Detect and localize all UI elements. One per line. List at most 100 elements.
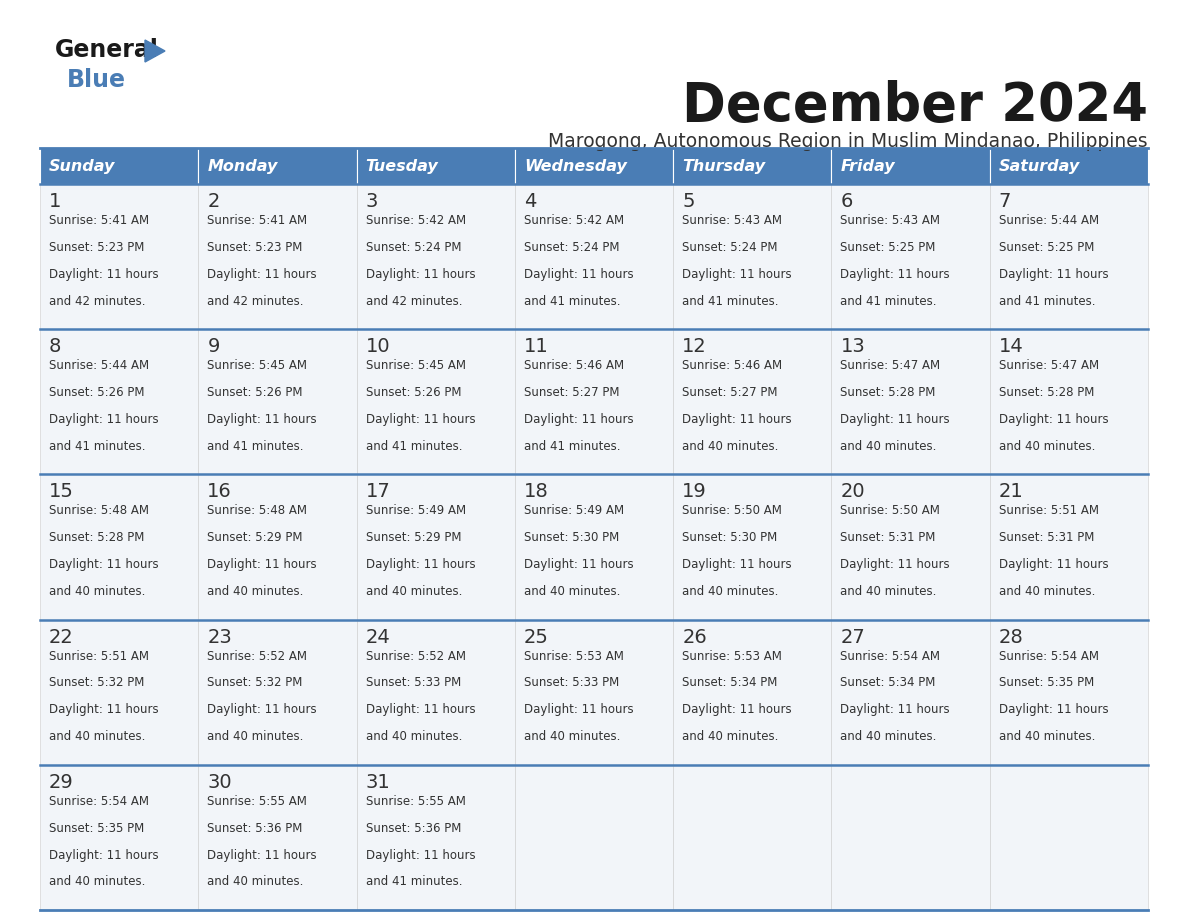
Text: and 40 minutes.: and 40 minutes. bbox=[840, 585, 937, 598]
Text: Sunrise: 5:49 AM: Sunrise: 5:49 AM bbox=[524, 504, 624, 518]
Text: Sunset: 5:25 PM: Sunset: 5:25 PM bbox=[999, 241, 1094, 254]
Text: 23: 23 bbox=[207, 628, 232, 646]
Text: Sunrise: 5:47 AM: Sunrise: 5:47 AM bbox=[999, 359, 1099, 372]
Bar bbox=[514, 765, 674, 910]
Text: Sunrise: 5:46 AM: Sunrise: 5:46 AM bbox=[682, 359, 782, 372]
Text: Sunset: 5:27 PM: Sunset: 5:27 PM bbox=[682, 386, 778, 399]
Text: and 41 minutes.: and 41 minutes. bbox=[366, 440, 462, 453]
Text: 18: 18 bbox=[524, 482, 549, 501]
Text: 4: 4 bbox=[524, 192, 536, 211]
Text: Sunset: 5:30 PM: Sunset: 5:30 PM bbox=[682, 532, 777, 544]
Text: Sunset: 5:30 PM: Sunset: 5:30 PM bbox=[524, 532, 619, 544]
Bar bbox=[40, 330, 198, 475]
Text: Daylight: 11 hours: Daylight: 11 hours bbox=[524, 413, 633, 426]
Text: and 41 minutes.: and 41 minutes. bbox=[49, 440, 145, 453]
Text: December 2024: December 2024 bbox=[682, 80, 1148, 132]
Text: Sunset: 5:24 PM: Sunset: 5:24 PM bbox=[366, 241, 461, 254]
Text: Sunset: 5:31 PM: Sunset: 5:31 PM bbox=[999, 532, 1094, 544]
Text: Daylight: 11 hours: Daylight: 11 hours bbox=[840, 558, 950, 571]
Text: Daylight: 11 hours: Daylight: 11 hours bbox=[840, 703, 950, 716]
Text: Sunset: 5:36 PM: Sunset: 5:36 PM bbox=[207, 822, 303, 834]
Text: and 40 minutes.: and 40 minutes. bbox=[524, 730, 620, 744]
Text: Sunset: 5:27 PM: Sunset: 5:27 PM bbox=[524, 386, 619, 399]
Text: 29: 29 bbox=[49, 773, 74, 792]
Text: and 40 minutes.: and 40 minutes. bbox=[840, 730, 937, 744]
Bar bbox=[356, 184, 514, 330]
Text: Wednesday: Wednesday bbox=[524, 160, 627, 174]
Text: Sunrise: 5:50 AM: Sunrise: 5:50 AM bbox=[682, 504, 782, 518]
Text: Sunrise: 5:52 AM: Sunrise: 5:52 AM bbox=[207, 650, 308, 663]
Text: Sunset: 5:33 PM: Sunset: 5:33 PM bbox=[366, 677, 461, 689]
Text: Monday: Monday bbox=[207, 160, 278, 174]
Bar bbox=[990, 765, 1148, 910]
Text: Daylight: 11 hours: Daylight: 11 hours bbox=[366, 558, 475, 571]
Text: Sunset: 5:23 PM: Sunset: 5:23 PM bbox=[207, 241, 303, 254]
Text: Sunset: 5:26 PM: Sunset: 5:26 PM bbox=[49, 386, 145, 399]
Text: 9: 9 bbox=[207, 337, 220, 356]
Bar bbox=[40, 765, 198, 910]
Text: Sunrise: 5:51 AM: Sunrise: 5:51 AM bbox=[49, 650, 148, 663]
Text: Daylight: 11 hours: Daylight: 11 hours bbox=[207, 413, 317, 426]
Text: Sunrise: 5:54 AM: Sunrise: 5:54 AM bbox=[49, 795, 148, 808]
Text: 8: 8 bbox=[49, 337, 62, 356]
Text: Sunrise: 5:55 AM: Sunrise: 5:55 AM bbox=[207, 795, 308, 808]
Text: Sunrise: 5:43 AM: Sunrise: 5:43 AM bbox=[840, 214, 941, 227]
Text: and 40 minutes.: and 40 minutes. bbox=[682, 440, 778, 453]
Text: and 41 minutes.: and 41 minutes. bbox=[524, 295, 620, 308]
Text: and 41 minutes.: and 41 minutes. bbox=[366, 876, 462, 889]
Text: Sunrise: 5:43 AM: Sunrise: 5:43 AM bbox=[682, 214, 782, 227]
Text: 22: 22 bbox=[49, 628, 74, 646]
Bar bbox=[356, 620, 514, 765]
Text: 25: 25 bbox=[524, 628, 549, 646]
Text: Daylight: 11 hours: Daylight: 11 hours bbox=[682, 558, 791, 571]
Text: 11: 11 bbox=[524, 337, 549, 356]
Text: Sunset: 5:29 PM: Sunset: 5:29 PM bbox=[207, 532, 303, 544]
Bar bbox=[990, 330, 1148, 475]
Text: Sunrise: 5:44 AM: Sunrise: 5:44 AM bbox=[999, 214, 1099, 227]
Bar bbox=[40, 475, 198, 620]
Text: Sunrise: 5:52 AM: Sunrise: 5:52 AM bbox=[366, 650, 466, 663]
Text: Sunrise: 5:47 AM: Sunrise: 5:47 AM bbox=[840, 359, 941, 372]
Text: Sunset: 5:23 PM: Sunset: 5:23 PM bbox=[49, 241, 145, 254]
Text: 21: 21 bbox=[999, 482, 1024, 501]
Text: Daylight: 11 hours: Daylight: 11 hours bbox=[366, 268, 475, 281]
Text: 30: 30 bbox=[207, 773, 232, 792]
Text: Sunrise: 5:48 AM: Sunrise: 5:48 AM bbox=[49, 504, 148, 518]
Text: and 41 minutes.: and 41 minutes. bbox=[524, 440, 620, 453]
Bar bbox=[832, 148, 990, 184]
Text: Sunrise: 5:53 AM: Sunrise: 5:53 AM bbox=[682, 650, 782, 663]
Bar bbox=[356, 148, 514, 184]
Text: and 40 minutes.: and 40 minutes. bbox=[840, 440, 937, 453]
Text: 24: 24 bbox=[366, 628, 391, 646]
Text: and 40 minutes.: and 40 minutes. bbox=[682, 585, 778, 598]
Text: 17: 17 bbox=[366, 482, 391, 501]
Text: Friday: Friday bbox=[840, 160, 895, 174]
Text: 31: 31 bbox=[366, 773, 391, 792]
Text: and 41 minutes.: and 41 minutes. bbox=[207, 440, 304, 453]
Text: Daylight: 11 hours: Daylight: 11 hours bbox=[207, 558, 317, 571]
Text: and 40 minutes.: and 40 minutes. bbox=[366, 585, 462, 598]
Text: Sunrise: 5:45 AM: Sunrise: 5:45 AM bbox=[207, 359, 308, 372]
Text: 13: 13 bbox=[840, 337, 865, 356]
Text: Daylight: 11 hours: Daylight: 11 hours bbox=[999, 413, 1108, 426]
Text: and 40 minutes.: and 40 minutes. bbox=[207, 730, 304, 744]
Text: Sunset: 5:24 PM: Sunset: 5:24 PM bbox=[524, 241, 619, 254]
Text: Sunrise: 5:48 AM: Sunrise: 5:48 AM bbox=[207, 504, 308, 518]
Text: Daylight: 11 hours: Daylight: 11 hours bbox=[840, 413, 950, 426]
Text: Sunday: Sunday bbox=[49, 160, 115, 174]
Text: 28: 28 bbox=[999, 628, 1024, 646]
Text: 2: 2 bbox=[207, 192, 220, 211]
Text: and 40 minutes.: and 40 minutes. bbox=[999, 585, 1095, 598]
Text: 26: 26 bbox=[682, 628, 707, 646]
Text: Daylight: 11 hours: Daylight: 11 hours bbox=[207, 848, 317, 861]
Bar bbox=[198, 184, 356, 330]
Bar bbox=[674, 184, 832, 330]
Text: Sunset: 5:32 PM: Sunset: 5:32 PM bbox=[49, 677, 145, 689]
Text: Sunset: 5:29 PM: Sunset: 5:29 PM bbox=[366, 532, 461, 544]
Text: and 42 minutes.: and 42 minutes. bbox=[207, 295, 304, 308]
Text: 12: 12 bbox=[682, 337, 707, 356]
Text: Daylight: 11 hours: Daylight: 11 hours bbox=[49, 413, 159, 426]
Text: Daylight: 11 hours: Daylight: 11 hours bbox=[49, 558, 159, 571]
Text: and 40 minutes.: and 40 minutes. bbox=[207, 585, 304, 598]
Text: 15: 15 bbox=[49, 482, 74, 501]
